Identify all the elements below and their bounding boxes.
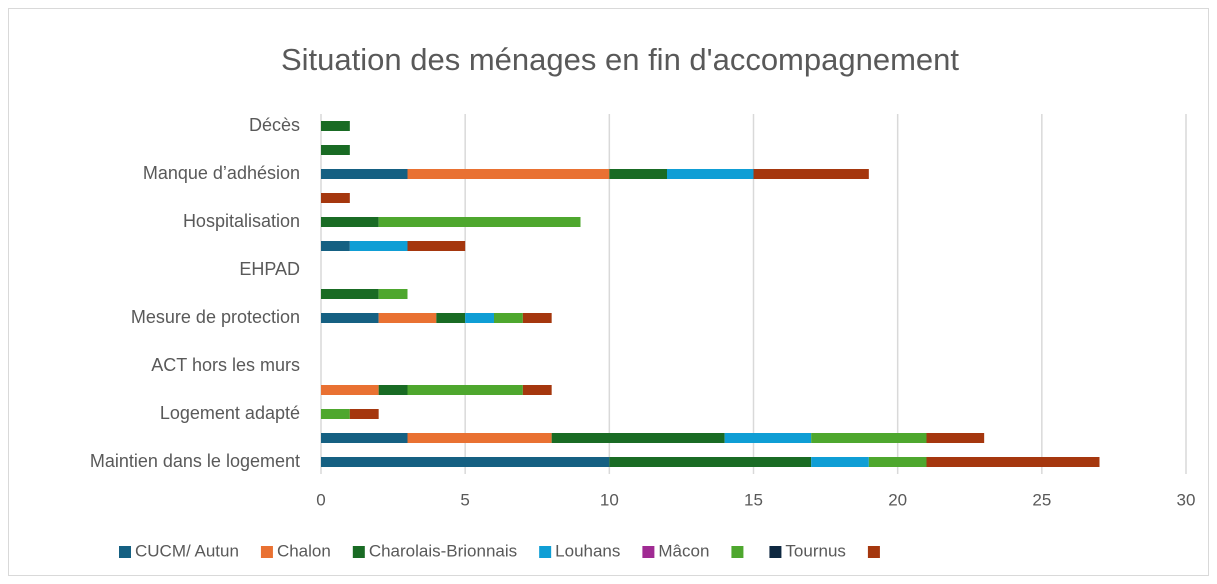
legend-swatch xyxy=(539,546,552,558)
bar-segment xyxy=(494,313,523,323)
bar-segment xyxy=(522,385,552,395)
bar-segment xyxy=(378,289,408,299)
bar-segment xyxy=(811,433,927,443)
legend-label: Louhans xyxy=(555,541,620,560)
bar-segment xyxy=(321,433,408,443)
legend-label: Mâcon xyxy=(658,541,709,560)
bar-segment xyxy=(321,145,350,155)
y-tick-label: Hospitalisation xyxy=(183,211,300,231)
bar-segment xyxy=(465,313,494,323)
legend-swatch xyxy=(260,546,273,558)
bar-segment xyxy=(321,169,408,179)
x-tick-label: 5 xyxy=(460,490,469,509)
bar-segment xyxy=(551,433,725,443)
bar-segment xyxy=(321,217,379,227)
bar-segment xyxy=(407,385,523,395)
legend-label: Charolais-Brionnais xyxy=(369,541,517,560)
y-tick-label: Manque d’adhésion xyxy=(143,163,300,183)
bar-segment xyxy=(609,169,667,179)
bar-segment xyxy=(609,457,812,467)
legend-swatch xyxy=(769,546,782,558)
bar-segment xyxy=(321,313,379,323)
bar-segment xyxy=(926,433,985,443)
bar-segment xyxy=(407,169,610,179)
bar-segment xyxy=(407,241,466,251)
legend-swatch xyxy=(867,546,880,558)
bar-segment xyxy=(436,313,466,323)
bar-segment xyxy=(753,169,869,179)
x-tick-label: 30 xyxy=(1177,490,1196,509)
bar-segment xyxy=(321,385,379,395)
legend-swatch xyxy=(119,546,131,558)
legend-swatch xyxy=(731,546,744,558)
y-tick-label: ACT hors les murs xyxy=(151,355,300,375)
bar-segment xyxy=(321,121,350,131)
legend-label: CUCM/ Autun xyxy=(135,541,239,560)
bar-segment xyxy=(349,241,408,251)
bar-segment xyxy=(378,385,408,395)
y-tick-label: Décès xyxy=(249,115,300,135)
x-tick-label: 20 xyxy=(888,490,907,509)
chart-title: Situation des ménages en fin d'accompagn… xyxy=(281,42,959,77)
bar-segment xyxy=(868,457,927,467)
x-tick-label: 25 xyxy=(1032,490,1051,509)
chart-frame xyxy=(8,8,1209,576)
bar-segment xyxy=(522,313,552,323)
bar-segment xyxy=(349,409,379,419)
bar-segment xyxy=(724,433,812,443)
legend-swatch xyxy=(642,546,655,558)
y-tick-label: EHPAD xyxy=(239,259,300,279)
bar-segment xyxy=(378,217,581,227)
legend-label: Chalon xyxy=(277,541,331,560)
bar-segment xyxy=(321,409,350,419)
y-tick-label: Logement adapté xyxy=(160,403,300,423)
y-tick-label: Mesure de protection xyxy=(131,307,300,327)
legend-label: Tournus xyxy=(785,541,845,560)
legend-swatch xyxy=(352,546,365,558)
x-tick-label: 10 xyxy=(600,490,619,509)
bar-segment xyxy=(321,289,379,299)
bar-segment xyxy=(378,313,437,323)
bar-segment xyxy=(321,457,610,467)
y-tick-label: Maintien dans le logement xyxy=(90,451,300,471)
bar-segment xyxy=(926,457,1100,467)
x-tick-label: 15 xyxy=(744,490,763,509)
bar-segment xyxy=(667,169,754,179)
bar-segment xyxy=(811,457,869,467)
bar-segment xyxy=(321,241,350,251)
x-tick-label: 0 xyxy=(316,490,325,509)
bar-segment xyxy=(321,193,350,203)
bar-segment xyxy=(407,433,552,443)
